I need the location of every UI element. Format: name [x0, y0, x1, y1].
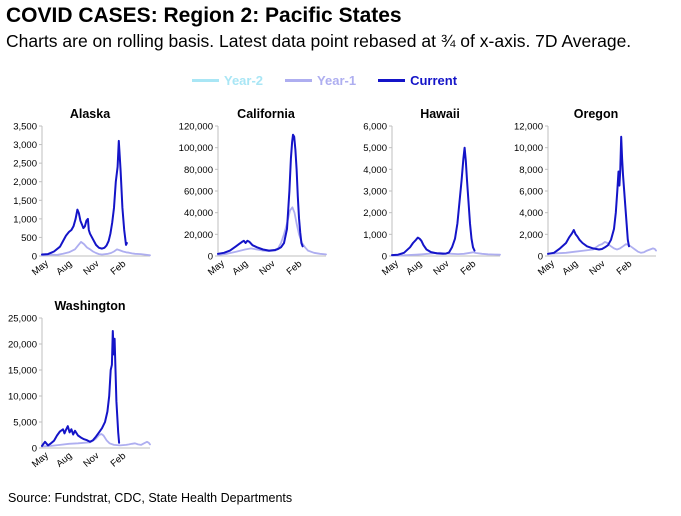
series-line-current [391, 146, 476, 257]
y-tick-label: 1,000 [363, 230, 387, 241]
legend-label-year-2: Year-2 [224, 72, 264, 88]
y-tick-label: 6,000 [363, 122, 387, 133]
y-tick-label: 2,500 [13, 159, 37, 170]
x-tick-label: Nov [257, 258, 277, 277]
y-tick-label: 0 [382, 252, 387, 263]
y-tick-label: 5,000 [13, 418, 37, 429]
x-tick-label: Feb [109, 259, 129, 278]
series-line-current [41, 330, 121, 447]
x-tick-label: Aug [54, 450, 74, 469]
y-tick-label: 4,000 [519, 208, 543, 219]
x-tick-label: Aug [54, 258, 74, 277]
y-tick-label: 10,000 [8, 392, 37, 403]
series-line-year-1 [41, 433, 151, 448]
chart-hawaii: Hawaii01,0002,0003,0004,0005,0006,000May… [363, 107, 501, 278]
legend-swatch-year-1 [285, 78, 313, 82]
y-tick-label: 3,000 [363, 187, 387, 198]
chart-alaska: Alaska 0 500 1,000 1,500 2,000 2,500 3,000 3,500… [13, 107, 151, 278]
y-tick-label: 10,000 [514, 143, 543, 154]
chart-legend: Year-2 Year-1 Current [192, 70, 479, 90]
legend-item-year-2: Year-2 [192, 73, 263, 88]
y-tick-label: 2,000 [363, 208, 387, 219]
y-tick-label: 1,000 [13, 214, 37, 225]
chart-title: Washington [54, 299, 125, 313]
x-tick-label: Feb [615, 259, 635, 278]
chart-oregon: Oregon02,0004,0006,0008,00010,00012,000M… [514, 107, 657, 278]
y-tick-label: 0 [208, 252, 213, 263]
y-tick-label: 8,000 [519, 165, 543, 176]
x-tick-label: Nov [587, 258, 607, 277]
series-line-year-1 [217, 206, 327, 256]
chart-title: California [237, 107, 296, 121]
chart-title: Oregon [574, 107, 618, 121]
series-line-current [547, 135, 630, 255]
x-tick-label: Feb [459, 259, 479, 278]
legend-label-year-1: Year-1 [317, 72, 357, 88]
y-tick-label: 0 [32, 444, 37, 455]
y-tick-label: 3,000 [13, 140, 37, 151]
x-tick-label: Feb [285, 259, 305, 278]
y-tick-label: 2,000 [13, 177, 37, 188]
y-tick-label: 3,500 [13, 122, 37, 133]
chart-title: Alaska [70, 107, 111, 121]
legend-item-year-1: Year-1 [285, 73, 356, 88]
legend-label-current: Current [410, 72, 458, 88]
series-line-year-1 [547, 240, 657, 255]
chart-california: California 0 20,000 40,000 60,000 80,000 100,0… [179, 107, 327, 278]
chart-title: Hawaii [420, 107, 460, 121]
page-title: COVID CASES: Region 2: Pacific States [6, 4, 402, 27]
y-tick-label: 6,000 [519, 187, 543, 198]
y-tick-label: 12,000 [514, 122, 543, 133]
x-tick-label: Feb [109, 451, 129, 470]
x-tick-label: Aug [230, 258, 250, 277]
x-tick-label: Nov [81, 258, 101, 277]
y-tick-label: 25,000 [8, 314, 37, 325]
x-tick-label: Nov [81, 450, 101, 469]
y-tick-label: 20,000 [184, 230, 213, 241]
chart-washington: Washington 0 5,000 10,000 15,000 20,000 25,000… [8, 299, 151, 470]
y-tick-label: 500 [21, 233, 37, 244]
y-tick-label: 1,500 [13, 196, 37, 207]
y-tick-label: 4,000 [363, 165, 387, 176]
y-tick-label: 80,000 [184, 165, 213, 176]
y-tick-label: 120,000 [179, 122, 213, 133]
x-tick-label: Nov [431, 258, 451, 277]
series-line-current [41, 139, 128, 256]
y-tick-label: 5,000 [363, 143, 387, 154]
y-tick-label: 0 [538, 252, 543, 263]
legend-item-current: Current [378, 73, 457, 88]
x-tick-label: Aug [404, 258, 424, 277]
legend-swatch-year-2 [192, 78, 219, 82]
y-tick-label: 2,000 [519, 230, 543, 241]
series-line-current [217, 133, 304, 255]
series-line-year-1 [41, 240, 151, 257]
y-tick-label: 20,000 [8, 340, 37, 351]
y-tick-label: 15,000 [8, 366, 37, 377]
y-tick-label: 40,000 [184, 208, 213, 219]
y-tick-label: 100,000 [179, 143, 213, 154]
y-tick-label: 0 [32, 252, 37, 263]
page-subtitle: Charts are on rolling basis. Latest data… [6, 31, 632, 51]
legend-swatch-current [378, 78, 406, 82]
y-tick-label: 60,000 [184, 187, 213, 198]
source-note: Source: Fundstrat, CDC, State Health Dep… [8, 491, 293, 505]
x-tick-label: Aug [560, 258, 580, 277]
series-line-year-1 [391, 251, 501, 257]
